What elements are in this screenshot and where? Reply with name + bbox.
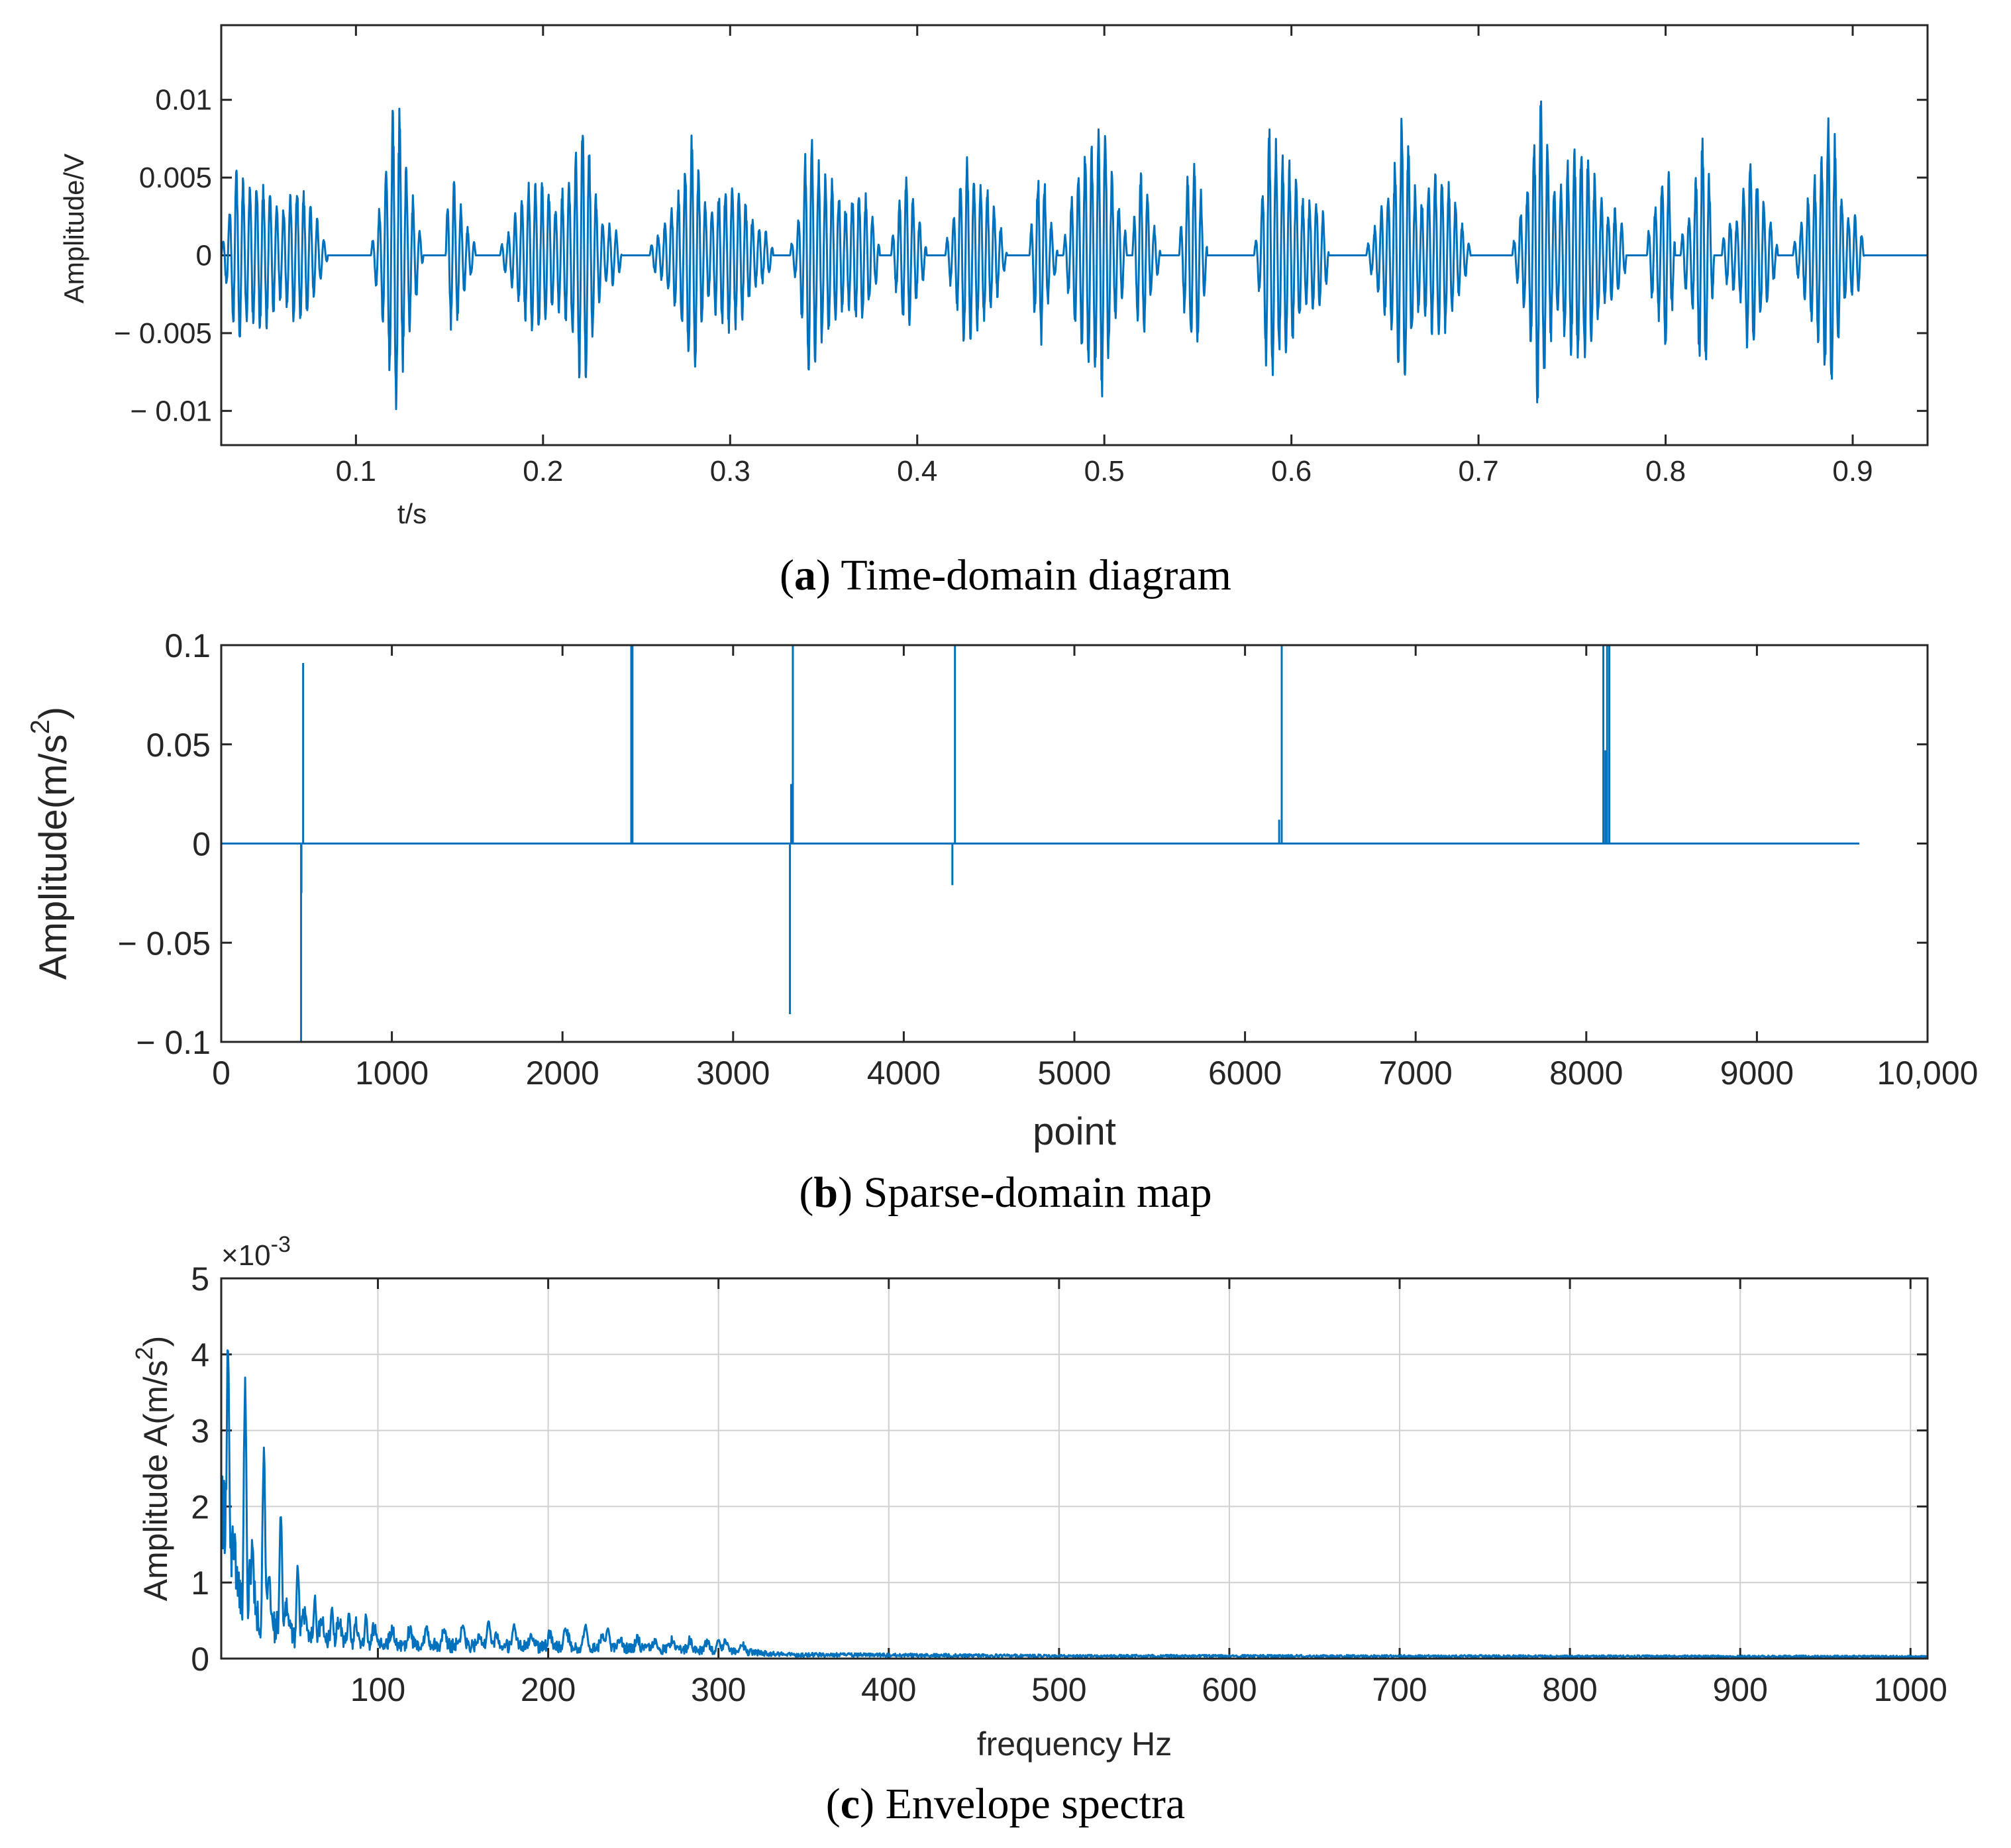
panel-a-plot-area [220, 100, 1928, 411]
panel-a-caption-letter: a [794, 551, 816, 599]
panel-c-y-tick-label: 5 [191, 1260, 209, 1298]
panel-a-y-tick-label: 0.005 [139, 162, 212, 194]
panel-c-y-tick-label: 1 [191, 1565, 209, 1602]
panel-b-x-tick-label: 3000 [696, 1054, 770, 1092]
panel-b-y-axis-label-main: Amplitude(m/s [32, 734, 75, 980]
panel-b-y-axis-label-end: ) [32, 707, 75, 719]
panel-b-x-tick-label: 5000 [1037, 1054, 1111, 1092]
panel-c-y-tick-label: 0 [191, 1641, 209, 1678]
panel-c-y-tick-label: 3 [191, 1413, 209, 1450]
panel-b-caption-letter: b [813, 1168, 838, 1217]
panel-a-time-signal [220, 100, 1928, 411]
panel-b-caption-text: Sparse-domain map [864, 1168, 1212, 1217]
panel-c-x-tick-label: 800 [1542, 1671, 1597, 1708]
panel-c-exponent-label: ×10-3 [221, 1232, 291, 1272]
panel-a-x-tick-label: 0.7 [1459, 455, 1499, 488]
panel-a-x-tick-label: 0.6 [1271, 455, 1312, 488]
panel-b-x-tick-label: 6000 [1208, 1054, 1282, 1092]
panel-a-y-tick-label: 0.01 [155, 84, 212, 117]
panel-b-caption: (b) Sparse-domain map [799, 1168, 1212, 1217]
panel-c-x-tick-label: 500 [1031, 1671, 1086, 1708]
panel-b-x-tick-label: 2000 [526, 1054, 599, 1092]
panel-b-y-tick-label: 0 [192, 826, 211, 863]
panel-a-x-tick-label: 0.9 [1832, 455, 1873, 488]
panel-c-x-axis-label: frequency Hz [977, 1725, 1172, 1763]
panel-a-x-tick-label: 0.3 [710, 455, 750, 488]
panel-c-envelope-spectrum [220, 1349, 1929, 1659]
panel-a-x-tick-label: 0.5 [1084, 455, 1125, 488]
panel-a-y-axis-label: Amplitude/V [58, 154, 89, 303]
panel-b-ticks: 0 1000 2000 3000 4000 5000 6000 7000 8000 9000 10,… [118, 627, 1979, 1092]
panel-b-sparse-signal [221, 645, 1859, 1042]
panel-c-exponent-base: ×10 [221, 1239, 271, 1272]
panel-b: 0 1000 2000 3000 4000 5000 6000 7000 8000 9000 10,… [26, 627, 1978, 1217]
panel-b-x-tick-label: 0 [212, 1054, 231, 1092]
panel-b-y-tick-label: 0.1 [164, 627, 211, 664]
panel-c-y-tick-label: 2 [191, 1488, 209, 1525]
panel-c-caption-text: Envelope spectra [886, 1780, 1186, 1828]
panel-a-caption-text: Time-domain diagram [841, 551, 1231, 599]
panel-b-y-tick-label: − 0.1 [136, 1024, 211, 1061]
panel-c: 100 200 300 400 500 600 700 800 900 1000 0 1 2 3 4 5 ×1… [130, 1232, 1947, 1828]
panel-c-x-tick-label: 700 [1372, 1671, 1427, 1708]
panel-a-y-tick-label: − 0.005 [114, 317, 212, 350]
panel-b-x-tick-label: 4000 [867, 1054, 941, 1092]
panel-a-axes-frame [220, 24, 1929, 446]
panel-a-x-tick-label: 0.1 [336, 455, 376, 488]
panel-a-x-tick-label: 0.4 [897, 455, 937, 488]
panel-a-caption: (a) Time-domain diagram [780, 551, 1231, 599]
panel-c-exponent-sup: -3 [271, 1232, 291, 1257]
panel-c-x-tick-label: 200 [521, 1671, 576, 1708]
panel-c-axes-frame [220, 1277, 1929, 1660]
panel-a-y-tick-label: 0 [196, 240, 212, 272]
panel-a: 0.1 0.2 0.3 0.4 0.5 0.6 0.7 0.8 0.9 0.01 0.005 0 − 0… [58, 24, 1929, 599]
panel-b-y-axis-label: Amplitude(m/s2) [26, 707, 75, 980]
panel-b-axes-frame [220, 644, 1929, 1043]
panel-c-grid [221, 1278, 1928, 1659]
panel-a-ticks: 0.1 0.2 0.3 0.4 0.5 0.6 0.7 0.8 0.9 0.01 0.005 0 − 0… [114, 25, 1928, 488]
panel-b-y-tick-label: − 0.05 [118, 925, 211, 962]
panel-c-y-axis-label-main: Amplitude A(m/s [137, 1360, 174, 1601]
panel-b-x-tick-label: 10,000 [1877, 1054, 1979, 1092]
panel-c-y-axis-label-sup: 2 [130, 1347, 158, 1360]
panel-c-x-tick-label: 600 [1202, 1671, 1257, 1708]
panel-c-caption: (c) Envelope spectra [826, 1780, 1185, 1828]
panel-b-x-tick-label: 9000 [1720, 1054, 1794, 1092]
panel-b-x-tick-label: 7000 [1379, 1054, 1453, 1092]
panel-a-x-tick-label: 0.2 [523, 455, 563, 488]
panel-a-x-axis-label: t/s [397, 498, 427, 529]
panel-a-x-tick-label: 0.8 [1645, 455, 1686, 488]
panel-b-x-tick-label: 1000 [355, 1054, 429, 1092]
panel-c-x-tick-label: 100 [350, 1671, 405, 1708]
panel-c-y-axis-label: Amplitude A(m/s2) [130, 1336, 174, 1602]
panel-a-y-tick-label: − 0.01 [130, 395, 212, 427]
panel-c-ticks: 100 200 300 400 500 600 700 800 900 1000 0 1 2 3 4 5 [191, 1260, 1947, 1708]
panel-b-x-tick-label: 8000 [1549, 1054, 1623, 1092]
panel-c-x-tick-label: 1000 [1874, 1671, 1947, 1708]
panel-c-x-tick-label: 300 [691, 1671, 746, 1708]
panel-b-y-axis-label-sup: 2 [26, 719, 55, 734]
panel-c-y-axis-label-end: ) [137, 1336, 174, 1347]
panel-c-x-tick-label: 900 [1712, 1671, 1767, 1708]
panel-c-x-tick-label: 400 [861, 1671, 916, 1708]
panel-b-y-tick-label: 0.05 [146, 727, 211, 764]
panel-c-caption-letter: c [841, 1780, 860, 1828]
panel-c-y-tick-label: 4 [191, 1337, 209, 1374]
panel-b-x-axis-label: point [1033, 1110, 1116, 1153]
